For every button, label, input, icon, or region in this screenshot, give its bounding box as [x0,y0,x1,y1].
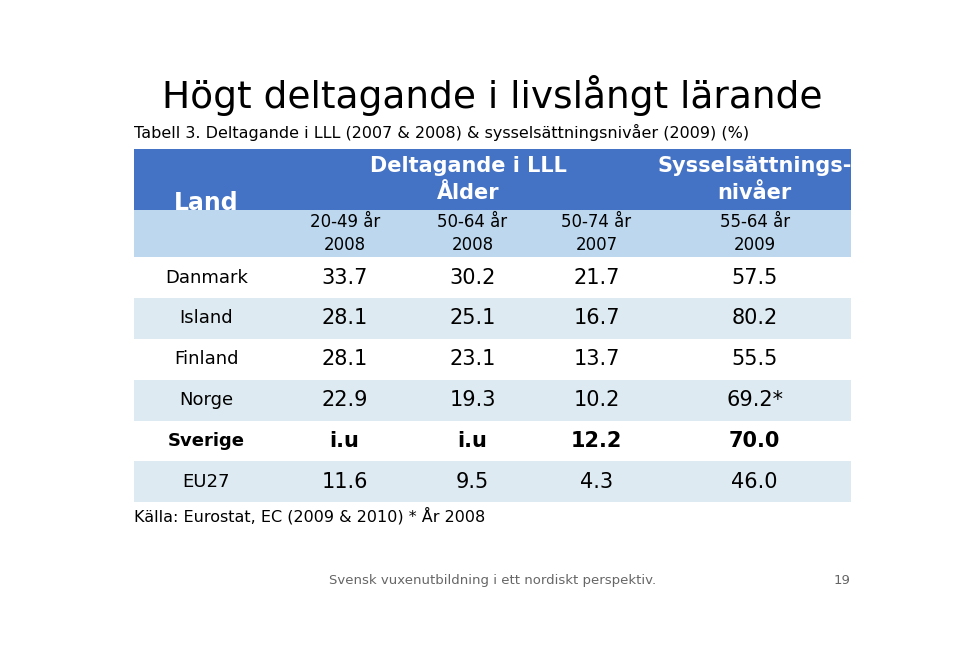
Text: EU27: EU27 [182,473,230,491]
Text: Högt deltagande i livslångt lärande: Högt deltagande i livslångt lärande [162,75,823,116]
Text: 30.2: 30.2 [450,268,496,288]
Bar [134,150,279,257]
Text: 4.3: 4.3 [580,472,613,492]
Text: 25.1: 25.1 [450,309,496,329]
Text: Tabell 3. Deltagande i LLL (2007 & 2008) & sysselsättningsnivåer (2009) (%): Tabell 3. Deltagande i LLL (2007 & 2008)… [134,124,749,141]
Bar [410,420,534,462]
Bar [534,379,659,420]
Text: 33.7: 33.7 [321,268,368,288]
Text: 19.3: 19.3 [449,390,496,410]
Text: Svensk vuxenutbildning i ett nordiskt perspektiv.: Svensk vuxenutbildning i ett nordiskt pe… [329,574,656,587]
Text: 10.2: 10.2 [573,390,620,410]
Bar [410,339,534,379]
Text: 80.2: 80.2 [732,309,778,329]
Bar [659,462,851,502]
Bar [134,298,279,339]
Text: 28.1: 28.1 [321,349,367,369]
Text: Finland: Finland [174,350,239,368]
Text: 55.5: 55.5 [732,349,778,369]
Bar [659,298,851,339]
Bar [279,298,410,339]
Bar [279,339,410,379]
Bar [134,257,279,298]
Bar [534,339,659,379]
Text: Källa: Eurostat, EC (2009 & 2010) * År 2008: Källa: Eurostat, EC (2009 & 2010) * År 2… [134,507,485,524]
Text: i.u: i.u [330,431,360,451]
Text: Norge: Norge [179,391,233,409]
Text: 46.0: 46.0 [732,472,778,492]
Bar [134,339,279,379]
Bar [659,379,851,420]
Bar [410,462,534,502]
Bar [279,420,410,462]
Text: 13.7: 13.7 [573,349,620,369]
Bar [659,150,851,210]
Bar [659,420,851,462]
Text: Land: Land [174,191,239,215]
Bar [534,462,659,502]
Text: 28.1: 28.1 [321,309,367,329]
Bar [410,210,534,257]
Bar [659,257,851,298]
Bar [279,379,410,420]
Text: 55-64 år
2009: 55-64 år 2009 [719,212,789,255]
Text: 16.7: 16.7 [573,309,620,329]
Text: 12.2: 12.2 [571,431,622,451]
Text: 20-49 år
2008: 20-49 år 2008 [310,212,380,255]
Text: Island: Island [179,309,233,327]
Text: 11.6: 11.6 [321,472,368,492]
Text: 50-64 år
2008: 50-64 år 2008 [437,212,507,255]
Bar [659,210,851,257]
Bar [410,379,534,420]
Bar [134,462,279,502]
Bar [534,257,659,298]
Text: 9.5: 9.5 [456,472,489,492]
Bar [534,210,659,257]
Text: 57.5: 57.5 [732,268,778,288]
Bar [534,420,659,462]
Text: 50-74 år
2007: 50-74 år 2007 [561,212,632,255]
Text: 21.7: 21.7 [573,268,620,288]
Text: i.u: i.u [457,431,487,451]
Text: Sysselsättnings-
nivåer: Sysselsättnings- nivåer [658,156,852,202]
Bar [410,257,534,298]
Bar [279,462,410,502]
Bar [279,150,659,210]
Text: Deltagande i LLL
Ålder: Deltagande i LLL Ålder [370,156,567,202]
Bar [134,210,279,257]
Bar [134,379,279,420]
Bar [279,210,410,257]
Bar [659,339,851,379]
Bar [534,298,659,339]
Bar [279,257,410,298]
Text: 19: 19 [833,574,851,587]
Text: 69.2*: 69.2* [726,390,784,410]
Text: 22.9: 22.9 [321,390,368,410]
Text: Sverige: Sverige [168,432,245,450]
Bar [410,298,534,339]
Bar [134,420,279,462]
Text: 70.0: 70.0 [729,431,781,451]
Text: 23.1: 23.1 [450,349,496,369]
Text: Danmark: Danmark [165,269,247,287]
